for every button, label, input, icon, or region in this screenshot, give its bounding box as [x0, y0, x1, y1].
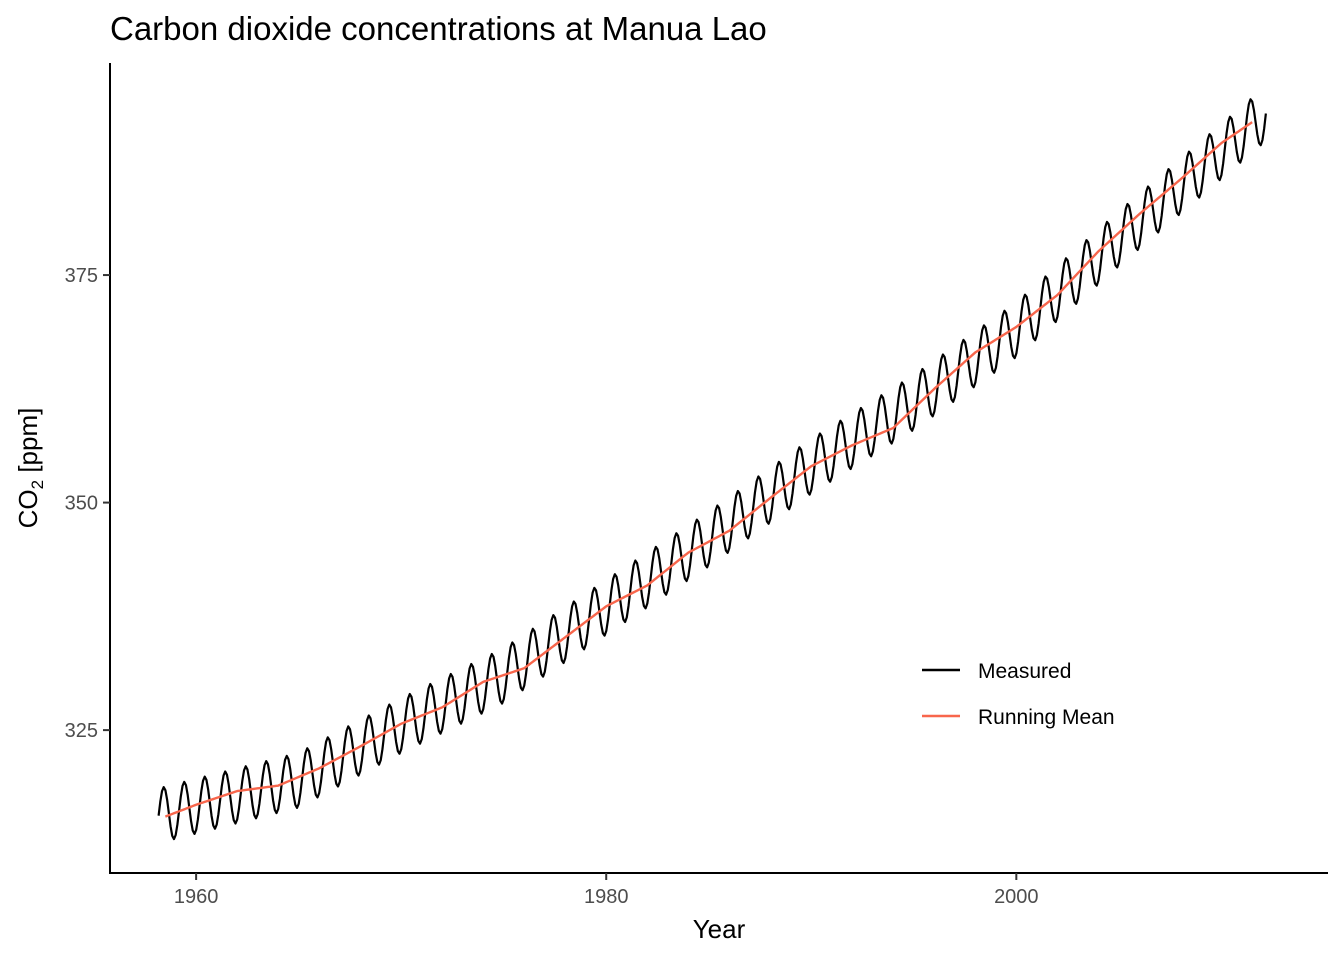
- legend-label-measured: Measured: [978, 660, 1071, 683]
- x-tick-label: 1960: [174, 886, 219, 908]
- y-tick-label: 350: [65, 493, 98, 515]
- y-axis-title-main: CO: [13, 489, 43, 528]
- y-axis-title-unit: [ppm]: [13, 408, 43, 480]
- running-mean-line: [164, 121, 1253, 818]
- series-running-mean: [164, 121, 1253, 818]
- y-tick-label: 325: [65, 720, 98, 742]
- x-tick-label: 1980: [584, 886, 629, 908]
- x-axis-title: Year: [693, 914, 746, 944]
- chart-title: Carbon dioxide concentrations at Manua L…: [110, 10, 767, 47]
- x-tick-label: 2000: [994, 886, 1039, 908]
- y-axis-title: CO2 [ppm]: [13, 408, 47, 529]
- legend-label-running-mean: Running Mean: [978, 706, 1115, 729]
- y-tick-label: 375: [65, 265, 98, 287]
- y-ticks: 325 350 375: [65, 265, 110, 742]
- y-axis-title-subscript: 2: [28, 480, 47, 489]
- x-ticks: 1960 1980 2000: [174, 873, 1039, 908]
- legend: Measured Running Mean: [922, 660, 1115, 729]
